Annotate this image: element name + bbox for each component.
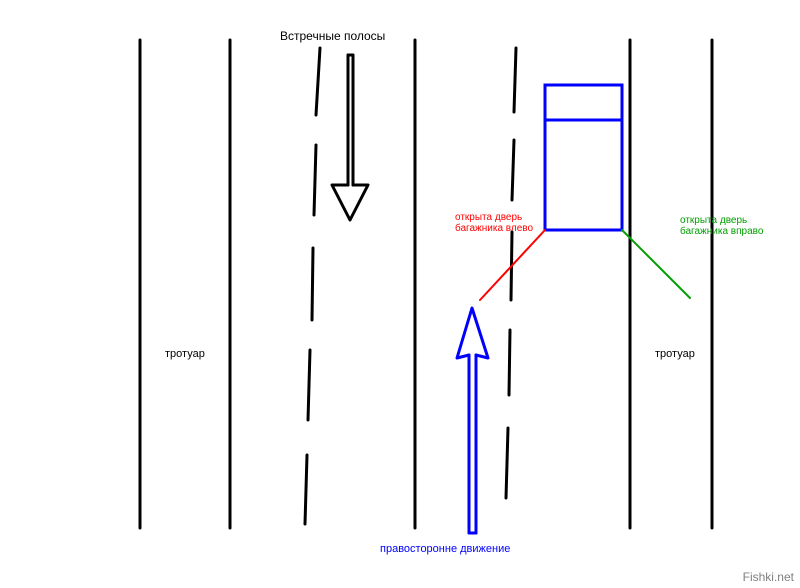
- sidewalk-left-label: тротуар: [165, 348, 205, 360]
- oncoming-lanes-label: Встречные полосы: [280, 30, 385, 43]
- diagram-svg: [0, 0, 800, 588]
- right-traffic-label: правосторонне движение: [380, 543, 510, 555]
- trunk-right-label: открыта дверь багажника вправо: [680, 215, 763, 237]
- lane-dashes-right: [506, 48, 516, 498]
- oncoming-arrow: [332, 55, 368, 220]
- right-traffic-arrow: [457, 308, 488, 533]
- diagram-canvas: Встречные полосы тротуар тротуар открыта…: [0, 0, 800, 588]
- lane-dashes-center: [305, 48, 320, 524]
- vehicle-rect: [545, 85, 622, 230]
- sidewalk-right-label: тротуар: [655, 348, 695, 360]
- trunk-left-label: открыта дверь багажника влево: [455, 212, 533, 234]
- road-solid-lines: [140, 40, 712, 528]
- watermark-label: Fishki.net: [743, 570, 794, 584]
